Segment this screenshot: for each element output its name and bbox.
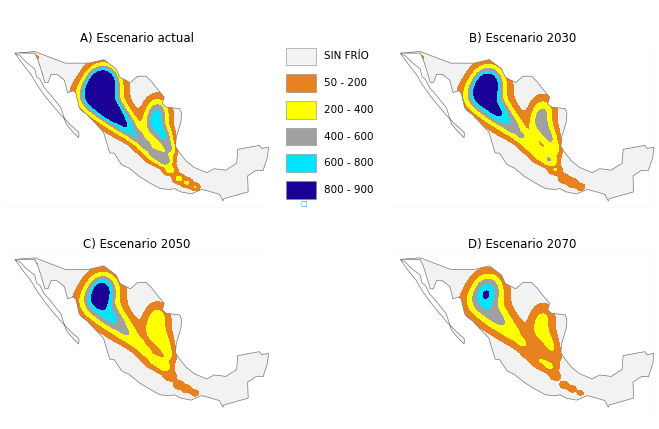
- Title: C) Escenario 2050: C) Escenario 2050: [83, 238, 190, 251]
- FancyBboxPatch shape: [286, 101, 316, 118]
- Text: 400 - 600: 400 - 600: [324, 132, 374, 142]
- FancyBboxPatch shape: [286, 74, 316, 92]
- Polygon shape: [400, 258, 654, 407]
- Polygon shape: [14, 53, 79, 138]
- Polygon shape: [14, 258, 269, 407]
- PathPatch shape: [3, 251, 270, 414]
- Text: 200 - 400: 200 - 400: [324, 105, 374, 115]
- Polygon shape: [400, 260, 465, 344]
- FancyBboxPatch shape: [286, 48, 316, 65]
- Text: □: □: [301, 202, 308, 207]
- Title: A) Escenario actual: A) Escenario actual: [80, 32, 194, 45]
- PathPatch shape: [3, 45, 270, 208]
- Text: □: □: [646, 253, 653, 259]
- Polygon shape: [400, 51, 654, 201]
- Text: □: □: [261, 253, 268, 259]
- Title: D) Escenario 2070: D) Escenario 2070: [468, 238, 577, 251]
- FancyBboxPatch shape: [286, 128, 316, 145]
- Text: □: □: [261, 47, 268, 53]
- Polygon shape: [14, 260, 79, 344]
- Polygon shape: [400, 53, 465, 138]
- Text: 800 - 900: 800 - 900: [324, 185, 374, 195]
- Title: B) Escenario 2030: B) Escenario 2030: [469, 32, 576, 45]
- Text: □: □: [646, 47, 653, 53]
- Text: 50 - 200: 50 - 200: [324, 78, 368, 88]
- FancyBboxPatch shape: [286, 154, 316, 172]
- Text: 600 - 800: 600 - 800: [324, 158, 374, 168]
- Polygon shape: [14, 51, 269, 201]
- Text: SIN FRÍO: SIN FRÍO: [324, 51, 369, 61]
- FancyBboxPatch shape: [286, 181, 316, 199]
- PathPatch shape: [389, 45, 656, 208]
- PathPatch shape: [389, 251, 656, 414]
